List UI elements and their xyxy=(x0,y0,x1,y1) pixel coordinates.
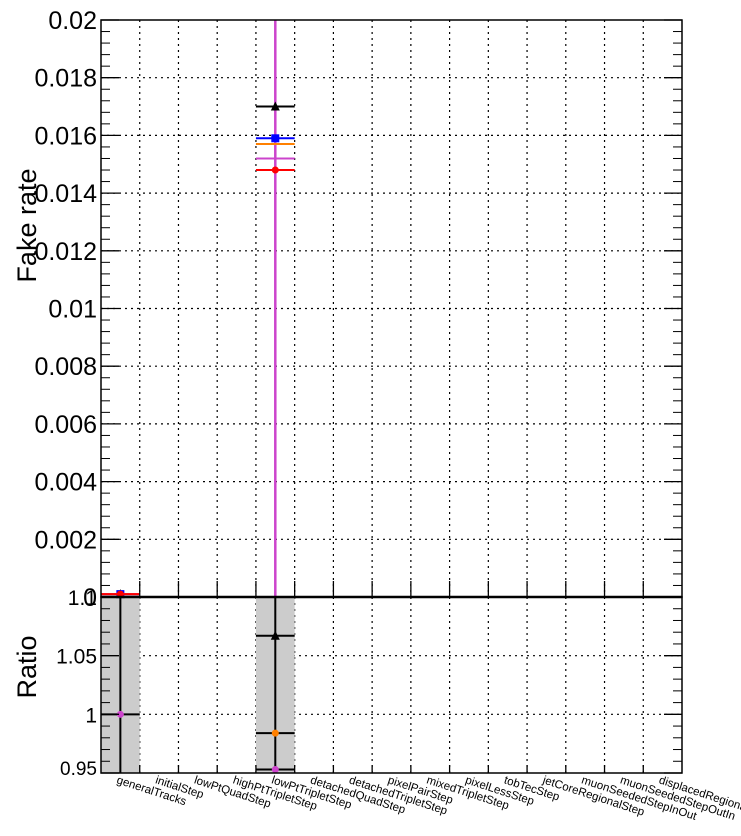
main-y-axis-title: Fake rate xyxy=(12,169,42,283)
main-y-tick-label: 0.01 xyxy=(48,296,97,324)
ratio-y-tick-label: 1.1 xyxy=(68,587,97,610)
main-y-tick-label: 0.016 xyxy=(34,122,97,150)
main-point-circle-marker xyxy=(271,166,279,174)
main-y-tick-label: 0.002 xyxy=(34,526,97,554)
main-point-square-marker xyxy=(271,134,280,143)
ratio-bands xyxy=(101,597,295,773)
ratio-y-tick-label: 1.05 xyxy=(56,646,97,669)
labels: 0 0.002 0.004 0.006 0.008 0.01 0.012 0.014 0.016… xyxy=(12,7,741,823)
ratio-point-circle-marker xyxy=(271,729,279,737)
main-point-triangle-marker xyxy=(270,101,280,111)
main-y-tick-label: 0.006 xyxy=(34,411,97,439)
main-y-tick-label: 0.014 xyxy=(34,180,97,208)
ratio-grid xyxy=(101,597,682,773)
ratio-point-circle-marker xyxy=(116,710,124,718)
main-grid xyxy=(101,20,682,597)
main-y-tick-label: 0.018 xyxy=(34,65,97,93)
ratio-point-circle-marker xyxy=(271,765,279,773)
ratio-y-axis-title: Ratio xyxy=(12,635,42,698)
main-y-tick-label: 0.008 xyxy=(34,353,97,381)
main-y-tick-label: 0 xyxy=(83,584,97,612)
main-y-tick-label: 0.012 xyxy=(34,238,97,266)
main-y-tick-label: 0.004 xyxy=(34,469,97,497)
frames xyxy=(100,19,683,774)
ratio-point-triangle-marker xyxy=(270,630,280,640)
main-y-tick-label: 0.02 xyxy=(48,7,97,35)
ratio-y-tick-label: 1 xyxy=(85,704,97,727)
ratio-y-tick-label: 0.95 xyxy=(60,759,97,780)
ratio-plot-frame xyxy=(100,596,683,774)
